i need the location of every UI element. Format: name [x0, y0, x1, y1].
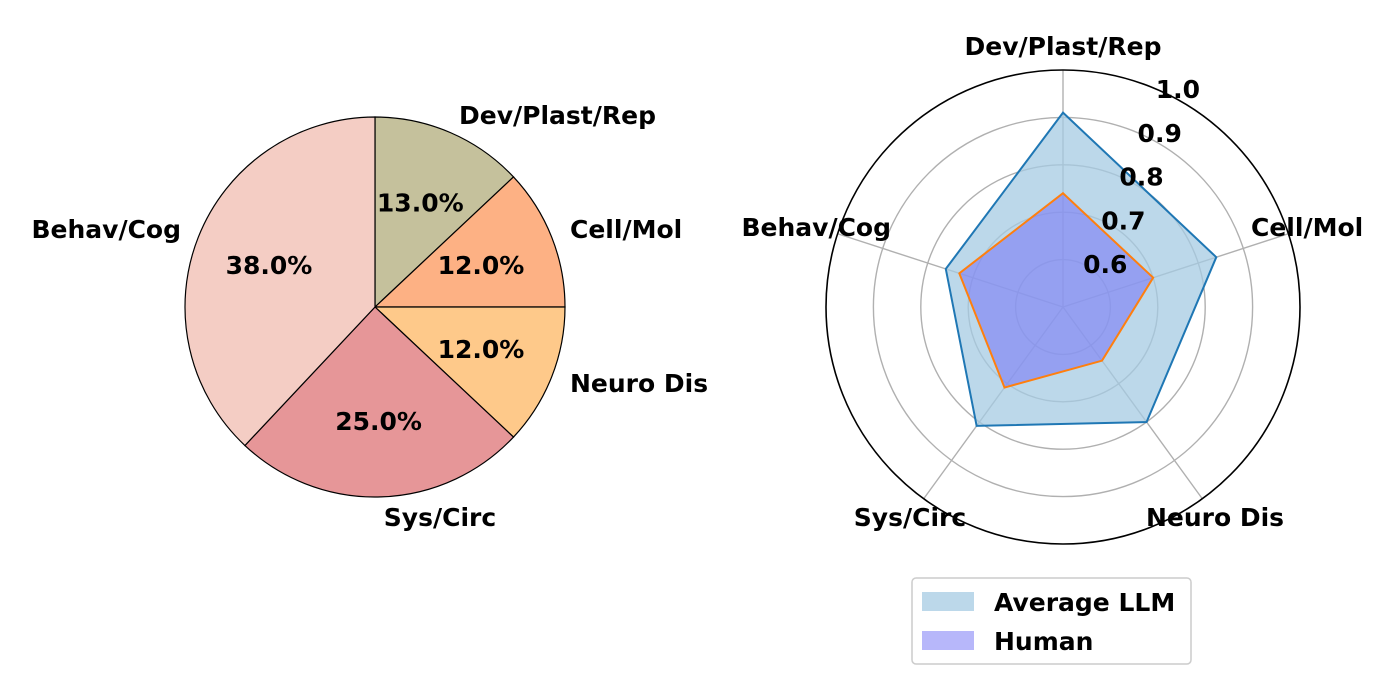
radar-category-label-behav-cog: Behav/Cog — [741, 213, 891, 242]
pie-category-label-sys-circ: Sys/Circ — [384, 503, 496, 532]
pie-chart: 13.0% Dev/Plast/Rep 12.0% Cell/Mol 12.0% Neur… — [31, 101, 708, 532]
pie-slice-sys-circ — [244, 306, 515, 498]
pie-slice-neuro-dis — [373, 306, 566, 438]
radar-category-label-neuro-dis: Neuro Dis — [1146, 503, 1284, 532]
pie-pct-label-behav-cog: 38.0% — [226, 251, 313, 280]
radar-area-human — [959, 193, 1154, 388]
radar-tick-label: 0.8 — [1119, 163, 1163, 192]
pie-pct-label-sys-circ: 25.0% — [335, 407, 422, 436]
pie-slice-dev-plast-rep — [374, 116, 515, 309]
legend-label-human: Human — [994, 627, 1093, 656]
pie-category-label-dev-plast-rep: Dev/Plast/Rep — [459, 101, 656, 130]
radar-tick-label: 0.7 — [1101, 206, 1145, 235]
radar-tick-label: 0.6 — [1083, 250, 1127, 279]
radar-tick-label: 1.0 — [1156, 75, 1200, 104]
radar-category-label-dev-plast-rep: Dev/Plast/Rep — [965, 32, 1162, 61]
radar-line-human — [958, 191, 1155, 389]
radar-category-label-cell-mol: Cell/Mol — [1251, 213, 1363, 242]
pie-pct-label-cell-mol: 12.0% — [438, 251, 525, 280]
pie-slice-cell-mol — [373, 176, 566, 308]
radar-legend: Average LLM Human — [911, 577, 1192, 665]
legend-label-average-llm: Average LLM — [994, 588, 1175, 617]
pie-slice-behav-cog — [184, 116, 376, 447]
radar-category-label-sys-circ: Sys/Circ — [854, 503, 966, 532]
pie-category-label-neuro-dis: Neuro Dis — [570, 369, 708, 398]
pie-pct-label-dev-plast-rep: 13.0% — [377, 188, 464, 217]
legend-frame — [911, 577, 1192, 665]
radar-line-average-llm — [944, 111, 1218, 427]
legend-swatch-human — [922, 631, 974, 650]
radar-tick-label: 0.9 — [1138, 119, 1182, 148]
legend-swatch-average-llm — [922, 592, 974, 611]
radar-chart: 0.6 0.7 0.8 0.9 1.0 Dev/Plast/Rep Cell/Mol Neur… — [741, 32, 1363, 545]
pie-pct-label-neuro-dis: 12.0% — [438, 335, 525, 364]
radar-outer-frame — [825, 69, 1301, 545]
pie-category-label-behav-cog: Behav/Cog — [31, 215, 181, 244]
pie-category-label-cell-mol: Cell/Mol — [570, 215, 682, 244]
